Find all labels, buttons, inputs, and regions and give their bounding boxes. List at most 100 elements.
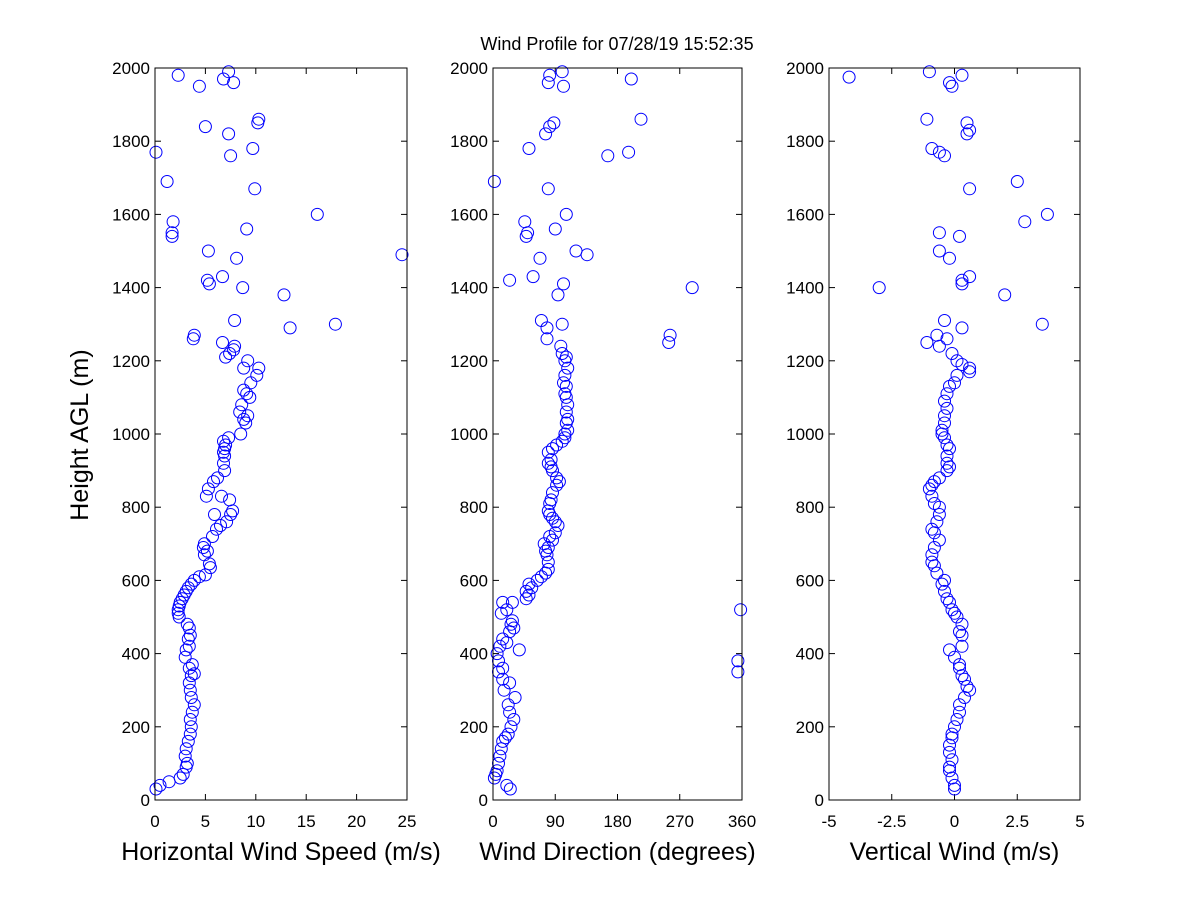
x-tick-label: 20 bbox=[347, 812, 366, 831]
x-tick-label: 25 bbox=[398, 812, 417, 831]
data-point bbox=[192, 570, 206, 584]
data-point bbox=[734, 603, 748, 617]
data-point bbox=[940, 592, 954, 606]
data-point bbox=[543, 120, 557, 134]
data-point bbox=[955, 321, 969, 335]
data-point bbox=[237, 383, 251, 397]
data-point bbox=[234, 427, 248, 441]
data-point bbox=[663, 328, 677, 342]
x-tick-label: 0 bbox=[150, 812, 159, 831]
wind-direction-panel: 0 200 400 600 800 1000 1200 1400 1600 1800 2000 0 90… bbox=[450, 59, 756, 866]
data-point bbox=[539, 544, 553, 558]
y-tick-label: 1800 bbox=[786, 132, 824, 151]
data-point bbox=[963, 683, 977, 697]
data-point bbox=[178, 749, 192, 763]
x-tick-label: 0 bbox=[488, 812, 497, 831]
data-point bbox=[559, 350, 573, 364]
data-point bbox=[842, 70, 856, 84]
data-point bbox=[198, 120, 212, 134]
data-point bbox=[237, 412, 251, 426]
data-point bbox=[507, 713, 521, 726]
data-point bbox=[183, 683, 197, 697]
data-point bbox=[539, 127, 553, 141]
data-point bbox=[938, 314, 951, 327]
data-point bbox=[533, 251, 547, 265]
data-point bbox=[940, 464, 954, 478]
y-tick-label: 1000 bbox=[450, 425, 488, 444]
data-point bbox=[504, 720, 518, 734]
data-point bbox=[948, 376, 961, 390]
data-point bbox=[938, 431, 951, 445]
data-point bbox=[500, 778, 514, 792]
data-point bbox=[548, 526, 562, 540]
y-tick-label: 400 bbox=[460, 645, 488, 664]
data-point bbox=[184, 669, 198, 683]
data-point bbox=[945, 347, 959, 360]
data-point bbox=[310, 207, 324, 221]
data-point bbox=[624, 72, 638, 86]
data-point bbox=[177, 588, 191, 602]
data-point bbox=[182, 621, 196, 635]
data-point bbox=[922, 482, 936, 496]
data-point bbox=[181, 734, 195, 748]
data-point bbox=[179, 643, 193, 657]
data-point bbox=[503, 705, 517, 719]
data-point bbox=[955, 358, 969, 371]
data-point bbox=[187, 328, 201, 342]
data-point bbox=[1018, 215, 1032, 229]
data-point bbox=[945, 753, 959, 767]
data-point bbox=[208, 508, 221, 521]
y-tick-label: 1200 bbox=[450, 352, 488, 371]
data-point bbox=[180, 756, 194, 770]
data-point bbox=[200, 544, 214, 558]
data-point bbox=[182, 639, 196, 653]
data-point bbox=[248, 182, 262, 196]
x-tick-label: 180 bbox=[603, 812, 631, 831]
data-point bbox=[496, 661, 510, 675]
data-point bbox=[165, 226, 179, 240]
data-point bbox=[239, 416, 253, 430]
data-point bbox=[171, 606, 185, 620]
figure-title: Wind Profile for 07/28/19 15:52:35 bbox=[480, 34, 753, 54]
data-point bbox=[557, 277, 570, 291]
data-point bbox=[210, 522, 223, 536]
data-point bbox=[500, 636, 514, 650]
data-point bbox=[182, 676, 196, 690]
data-point bbox=[932, 339, 946, 353]
data-point bbox=[522, 142, 536, 155]
data-point bbox=[546, 486, 559, 500]
data-point bbox=[963, 270, 977, 284]
panel-1-x-axis-label: Wind Direction (degrees) bbox=[479, 838, 756, 866]
data-point bbox=[217, 456, 230, 470]
data-point bbox=[149, 782, 163, 796]
data-point bbox=[950, 368, 964, 382]
data-point bbox=[185, 658, 199, 672]
data-point bbox=[283, 321, 297, 335]
data-point bbox=[932, 508, 946, 521]
data-point bbox=[550, 471, 564, 485]
data-point bbox=[932, 244, 946, 258]
data-point bbox=[559, 379, 573, 393]
data-point bbox=[953, 705, 966, 719]
x-tick-label: 2.5 bbox=[1005, 812, 1029, 831]
y-tick-label: 1600 bbox=[112, 205, 150, 224]
data-point bbox=[998, 288, 1012, 302]
data-point bbox=[548, 222, 562, 236]
data-point bbox=[227, 76, 241, 90]
data-point bbox=[559, 405, 573, 419]
data-point bbox=[243, 390, 257, 404]
panel-0-points bbox=[149, 65, 409, 796]
data-point bbox=[945, 771, 959, 785]
data-point bbox=[181, 632, 195, 646]
data-point bbox=[943, 595, 956, 609]
data-point bbox=[501, 698, 515, 712]
data-point bbox=[166, 215, 180, 229]
y-axis-label: Height AGL (m) bbox=[66, 349, 94, 520]
data-point bbox=[580, 248, 594, 262]
data-point bbox=[940, 332, 954, 346]
data-point bbox=[233, 405, 247, 419]
data-point bbox=[872, 281, 886, 295]
y-tick-label: 600 bbox=[122, 571, 150, 590]
data-point bbox=[526, 270, 540, 284]
data-point bbox=[555, 317, 569, 331]
